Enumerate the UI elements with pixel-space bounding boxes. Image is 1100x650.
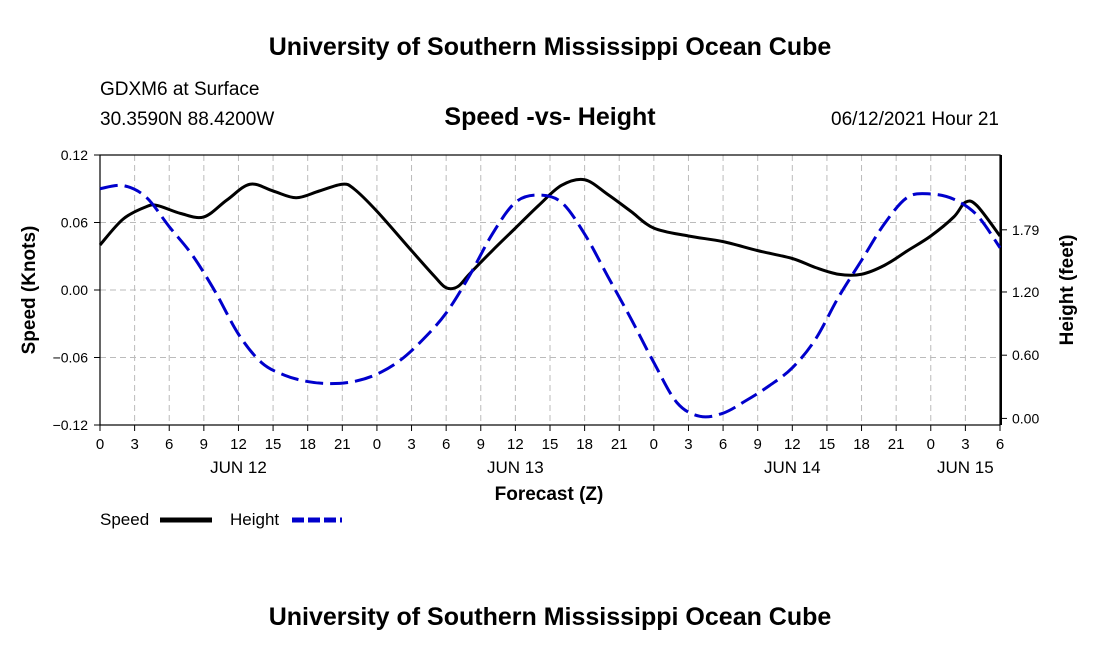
plot-title: Speed -vs- Height (444, 103, 656, 131)
tick-labels: 0 3 6 9 12 15 18 21 0 3 6 9 12 15 18 21 0 3 6 9 12 15 18 21 0 3 6J… (53, 147, 1040, 477)
y-right-tick-label: 1.79 (1012, 222, 1039, 238)
x-tick-label: 0 (373, 436, 381, 453)
axes (94, 154, 1007, 431)
x-tick-label: 18 (853, 436, 870, 453)
speed-series-line (98, 177, 1002, 291)
date-label: JUN 13 (487, 458, 544, 477)
x-tick-label: 3 (961, 436, 969, 453)
y-left-tick-label: 0.12 (61, 147, 88, 163)
date-label: JUN 15 (937, 458, 994, 477)
x-tick-label: 3 (130, 436, 138, 453)
date-label: JUN 12 (210, 458, 267, 477)
x-tick-label: 15 (265, 436, 282, 453)
y-right-tick-label: 0.00 (1012, 410, 1039, 426)
x-tick-label: 15 (819, 436, 836, 453)
legend: Speed Height (100, 510, 342, 529)
x-tick-label: 12 (784, 436, 801, 453)
y-left-tick-label: −0.12 (53, 417, 89, 433)
x-tick-label: 3 (684, 436, 692, 453)
datetime-label: 06/12/2021 Hour 21 (831, 109, 999, 130)
x-tick-label: 6 (165, 436, 173, 453)
y-axis-left-label: Speed (Knots) (19, 226, 40, 355)
height-series-line (99, 183, 1002, 419)
grid (100, 155, 1000, 425)
x-tick-label: 21 (334, 436, 351, 453)
legend-height-label: Height (230, 510, 279, 529)
x-tick-label: 12 (507, 436, 524, 453)
y-right-tick-label: 1.20 (1012, 284, 1039, 300)
station-label: GDXM6 at Surface (100, 79, 259, 100)
legend-speed-label: Speed (100, 510, 149, 529)
x-tick-label: 0 (650, 436, 658, 453)
date-label: JUN 14 (764, 458, 821, 477)
y-right-tick-label: 0.60 (1012, 347, 1039, 363)
x-tick-label: 0 (927, 436, 935, 453)
x-axis-label: Forecast (Z) (495, 484, 604, 505)
x-tick-label: 3 (407, 436, 415, 453)
x-tick-label: 9 (200, 436, 208, 453)
y-left-tick-label: 0.06 (61, 215, 88, 231)
x-tick-label: 18 (299, 436, 316, 453)
x-tick-label: 9 (754, 436, 762, 453)
top-title: University of Southern Mississippi Ocean… (269, 33, 832, 61)
coords-label: 30.3590N 88.4200W (100, 109, 274, 130)
x-tick-label: 0 (96, 436, 104, 453)
x-tick-label: 18 (576, 436, 593, 453)
bottom-title: University of Southern Mississippi Ocean… (269, 603, 832, 631)
x-tick-label: 6 (719, 436, 727, 453)
x-tick-label: 21 (888, 436, 905, 453)
x-tick-label: 6 (442, 436, 450, 453)
y-axis-right-label: Height (feet) (1057, 235, 1078, 346)
x-tick-label: 6 (996, 436, 1004, 453)
x-tick-label: 9 (477, 436, 485, 453)
y-left-tick-label: 0.00 (61, 282, 88, 298)
y-left-tick-label: −0.06 (53, 350, 89, 366)
x-tick-label: 21 (611, 436, 628, 453)
x-tick-label: 12 (230, 436, 247, 453)
series-group (98, 177, 1002, 419)
x-tick-label: 15 (542, 436, 559, 453)
